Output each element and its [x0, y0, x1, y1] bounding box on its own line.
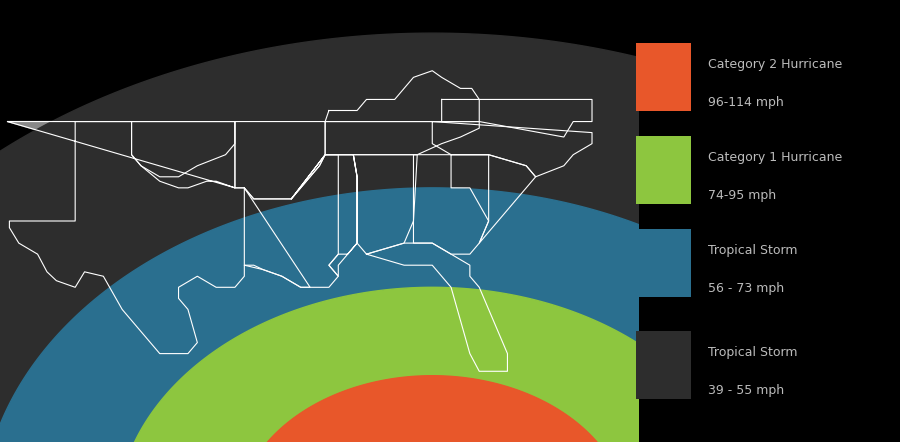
Text: Category 2 Hurricane: Category 2 Hurricane — [707, 57, 842, 71]
Polygon shape — [451, 155, 536, 243]
Polygon shape — [0, 188, 882, 442]
FancyBboxPatch shape — [636, 229, 691, 297]
Polygon shape — [432, 122, 592, 177]
Polygon shape — [325, 71, 479, 122]
Text: 39 - 55 mph: 39 - 55 mph — [707, 384, 784, 397]
Polygon shape — [292, 155, 357, 276]
Polygon shape — [442, 99, 592, 137]
Text: 56 - 73 mph: 56 - 73 mph — [707, 282, 784, 295]
Text: 96-114 mph: 96-114 mph — [707, 95, 784, 109]
FancyBboxPatch shape — [636, 332, 691, 399]
Polygon shape — [325, 122, 479, 155]
Polygon shape — [366, 243, 508, 371]
Polygon shape — [244, 155, 338, 287]
Text: Tropical Storm: Tropical Storm — [707, 244, 797, 257]
Polygon shape — [354, 155, 418, 254]
Polygon shape — [76, 122, 235, 177]
Text: Tropical Storm: Tropical Storm — [707, 346, 797, 359]
Polygon shape — [413, 155, 489, 254]
FancyBboxPatch shape — [636, 43, 691, 110]
Polygon shape — [7, 122, 310, 354]
Polygon shape — [0, 33, 900, 442]
Text: Category 1 Hurricane: Category 1 Hurricane — [707, 151, 842, 164]
Polygon shape — [247, 376, 618, 442]
FancyBboxPatch shape — [636, 136, 691, 204]
Polygon shape — [122, 287, 743, 442]
Text: 74-95 mph: 74-95 mph — [707, 189, 776, 202]
Polygon shape — [235, 122, 325, 199]
